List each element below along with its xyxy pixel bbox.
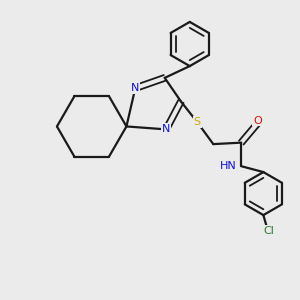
- Text: Cl: Cl: [264, 226, 275, 236]
- Text: HN: HN: [220, 161, 236, 171]
- Text: O: O: [253, 116, 262, 126]
- Text: N: N: [162, 124, 170, 134]
- Text: N: N: [131, 83, 140, 93]
- Text: S: S: [194, 117, 201, 127]
